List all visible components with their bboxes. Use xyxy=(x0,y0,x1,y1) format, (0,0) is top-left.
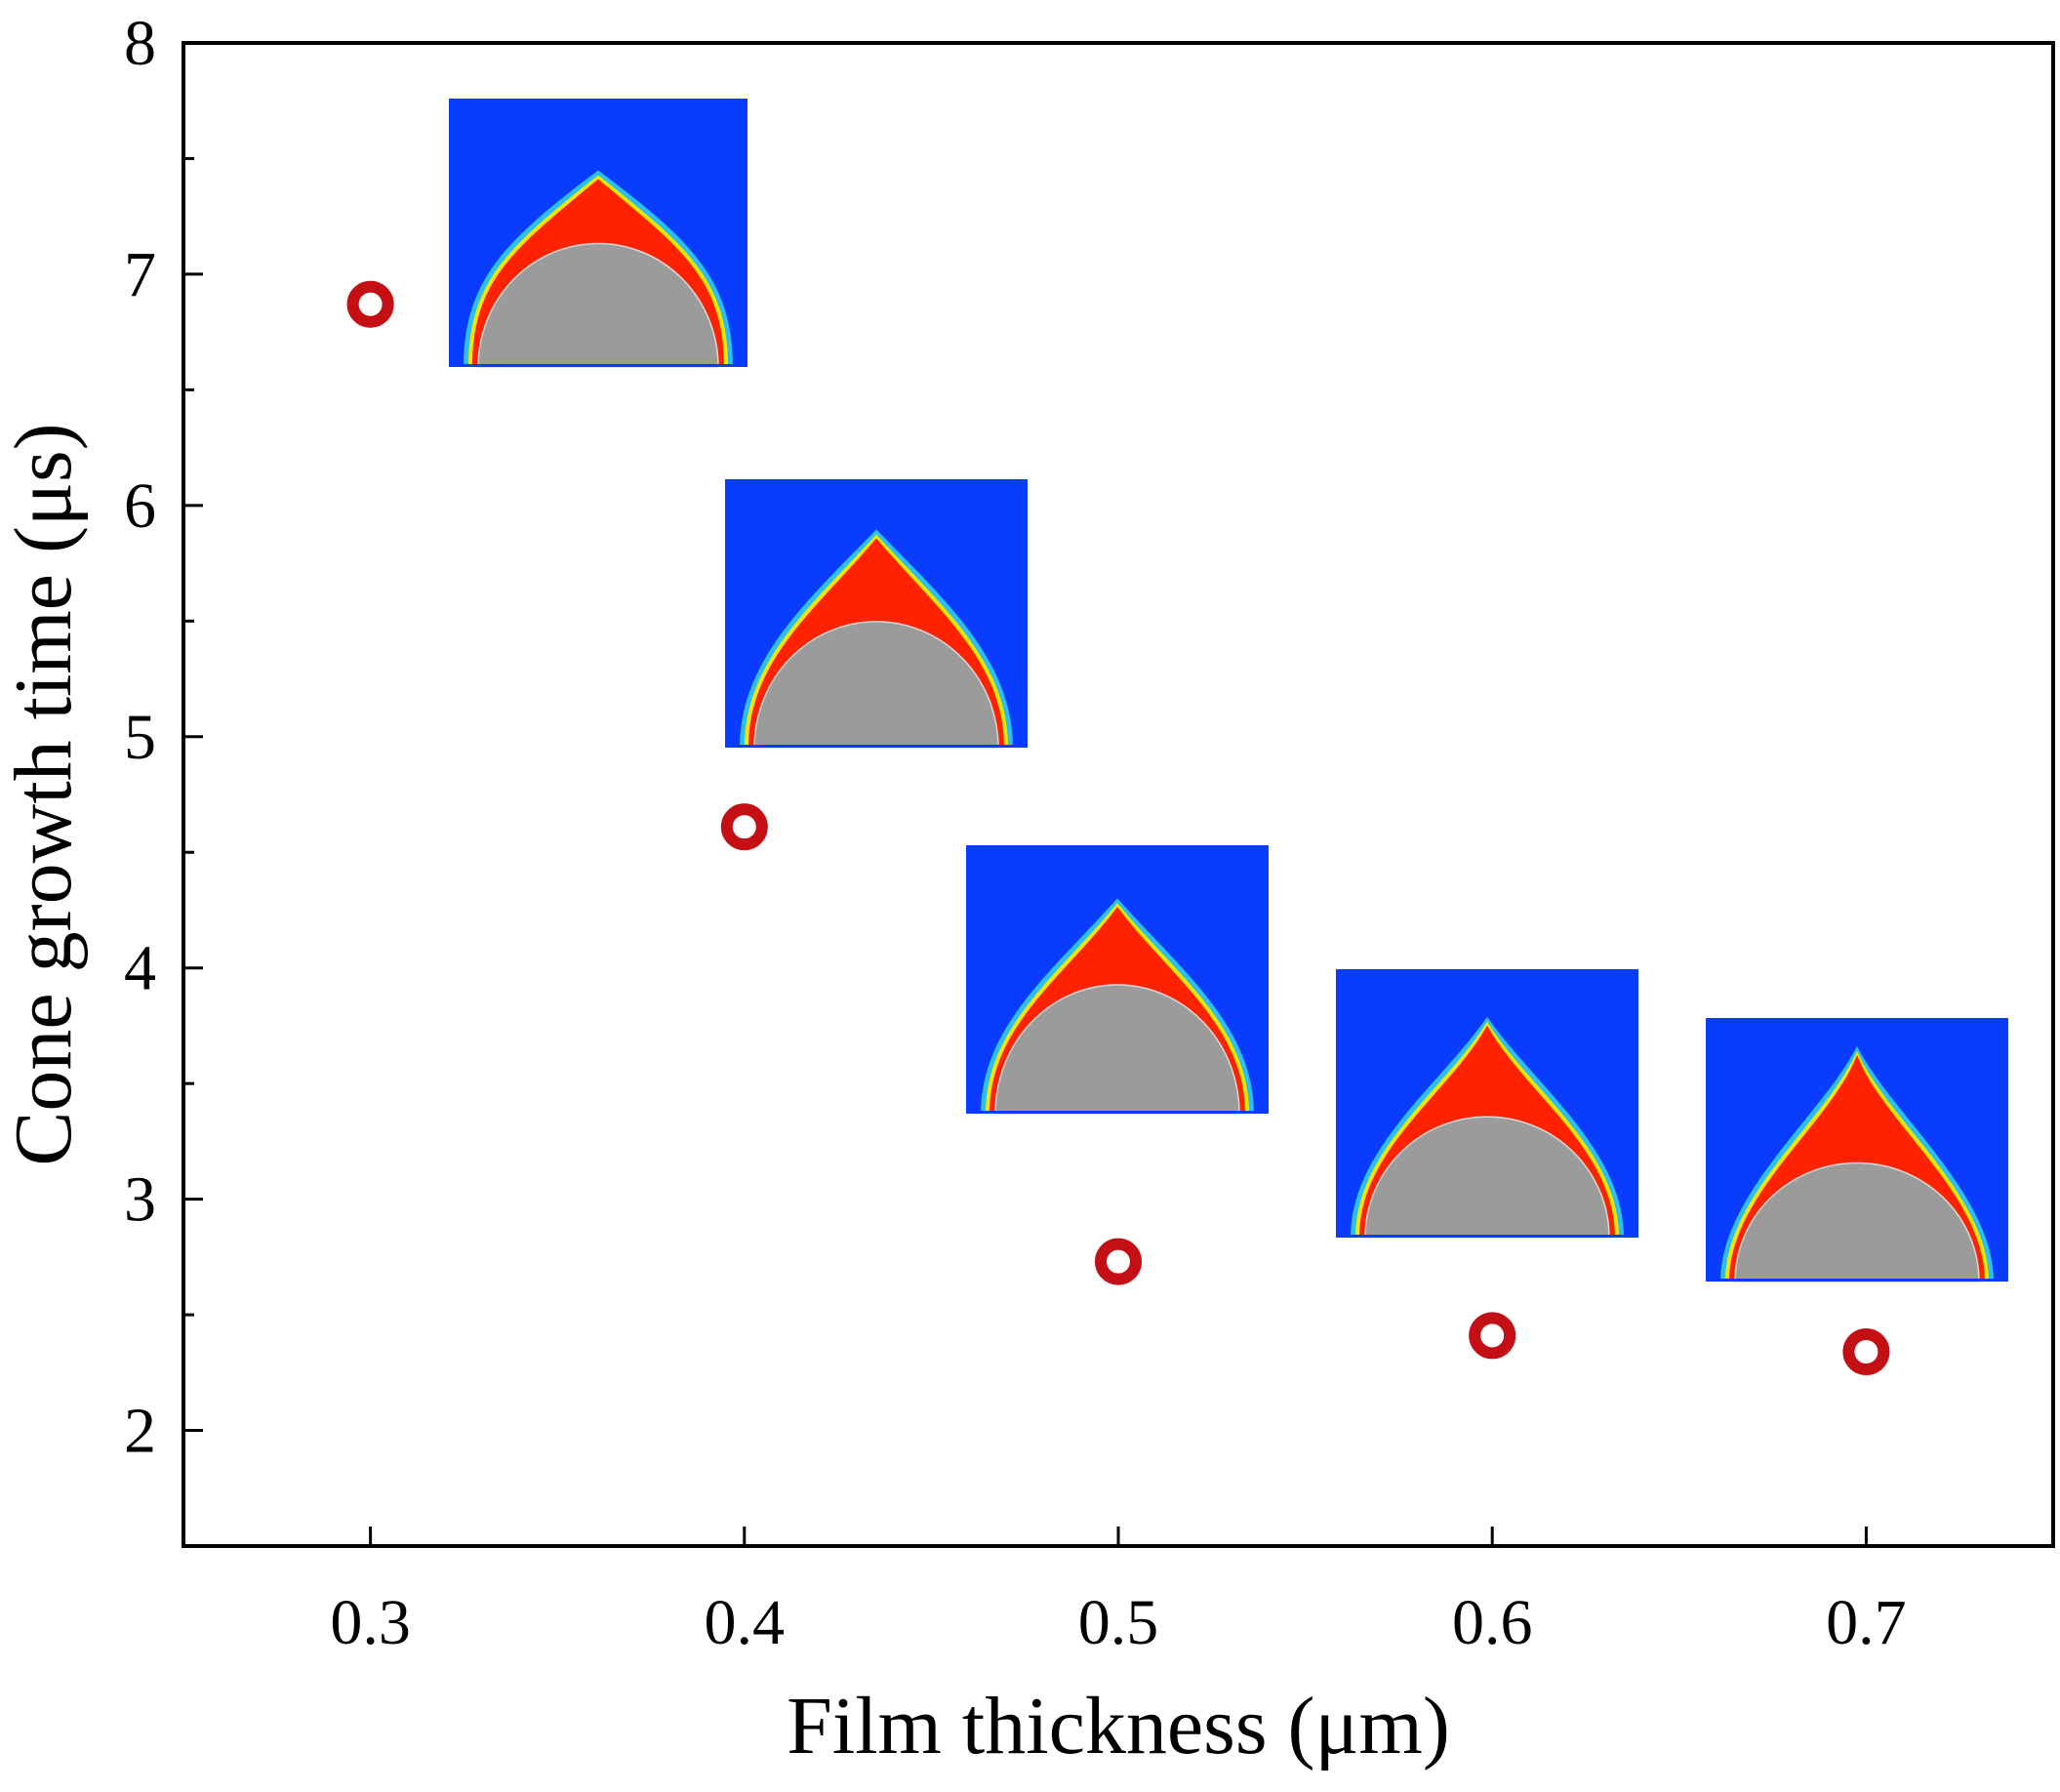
plot-frame xyxy=(182,41,2055,1548)
cone-inset-0.4 xyxy=(725,479,1028,749)
y-tick-label: 4 xyxy=(124,933,156,1004)
inset-base xyxy=(449,364,747,367)
ticks-layer xyxy=(183,41,1868,1546)
inset-droplet xyxy=(753,621,999,749)
y-tick-label: 8 xyxy=(124,8,156,79)
inset-droplet xyxy=(1364,1116,1610,1239)
markers-layer xyxy=(346,280,1890,1375)
inset-droplet xyxy=(1734,1161,1980,1283)
data-point xyxy=(346,280,394,328)
x-tick-label: 0.3 xyxy=(330,1587,411,1658)
data-point xyxy=(1842,1327,1890,1375)
x-tick-label: 0.5 xyxy=(1078,1587,1159,1658)
x-tick-label: 0.7 xyxy=(1826,1587,1907,1658)
inset-base xyxy=(725,745,1028,748)
x-axis-label: Film thickness (μm) xyxy=(787,1681,1450,1772)
x-tick-label: 0.6 xyxy=(1452,1587,1533,1658)
inset-droplet xyxy=(477,242,719,368)
y-tick-label: 5 xyxy=(124,702,156,773)
data-point xyxy=(1469,1312,1516,1360)
y-tick-label: 2 xyxy=(124,1396,156,1467)
inset-base xyxy=(1706,1279,2008,1282)
cone-inset-0.7 xyxy=(1706,1018,2008,1283)
inset-droplet xyxy=(994,984,1240,1115)
y-tick-label: 3 xyxy=(124,1164,156,1236)
data-point xyxy=(1095,1238,1142,1285)
inset-base xyxy=(966,1111,1269,1114)
cone-inset-0.6 xyxy=(1336,969,1638,1239)
data-point xyxy=(720,803,768,851)
cone-inset-0.5 xyxy=(966,845,1269,1115)
cone-inset-0.3 xyxy=(449,99,747,368)
inset-base xyxy=(1336,1235,1638,1238)
y-tick-label: 7 xyxy=(124,239,156,310)
x-tick-label: 0.4 xyxy=(705,1587,786,1658)
y-tick-label: 6 xyxy=(124,470,156,542)
insets-layer xyxy=(449,99,2008,1283)
y-axis-label: Cone growth time (μs) xyxy=(0,423,89,1165)
labels-layer: 0.3 0.4 0.5 0.6 0.7 2 3 4 5 6 7 8 xyxy=(124,8,1907,1658)
